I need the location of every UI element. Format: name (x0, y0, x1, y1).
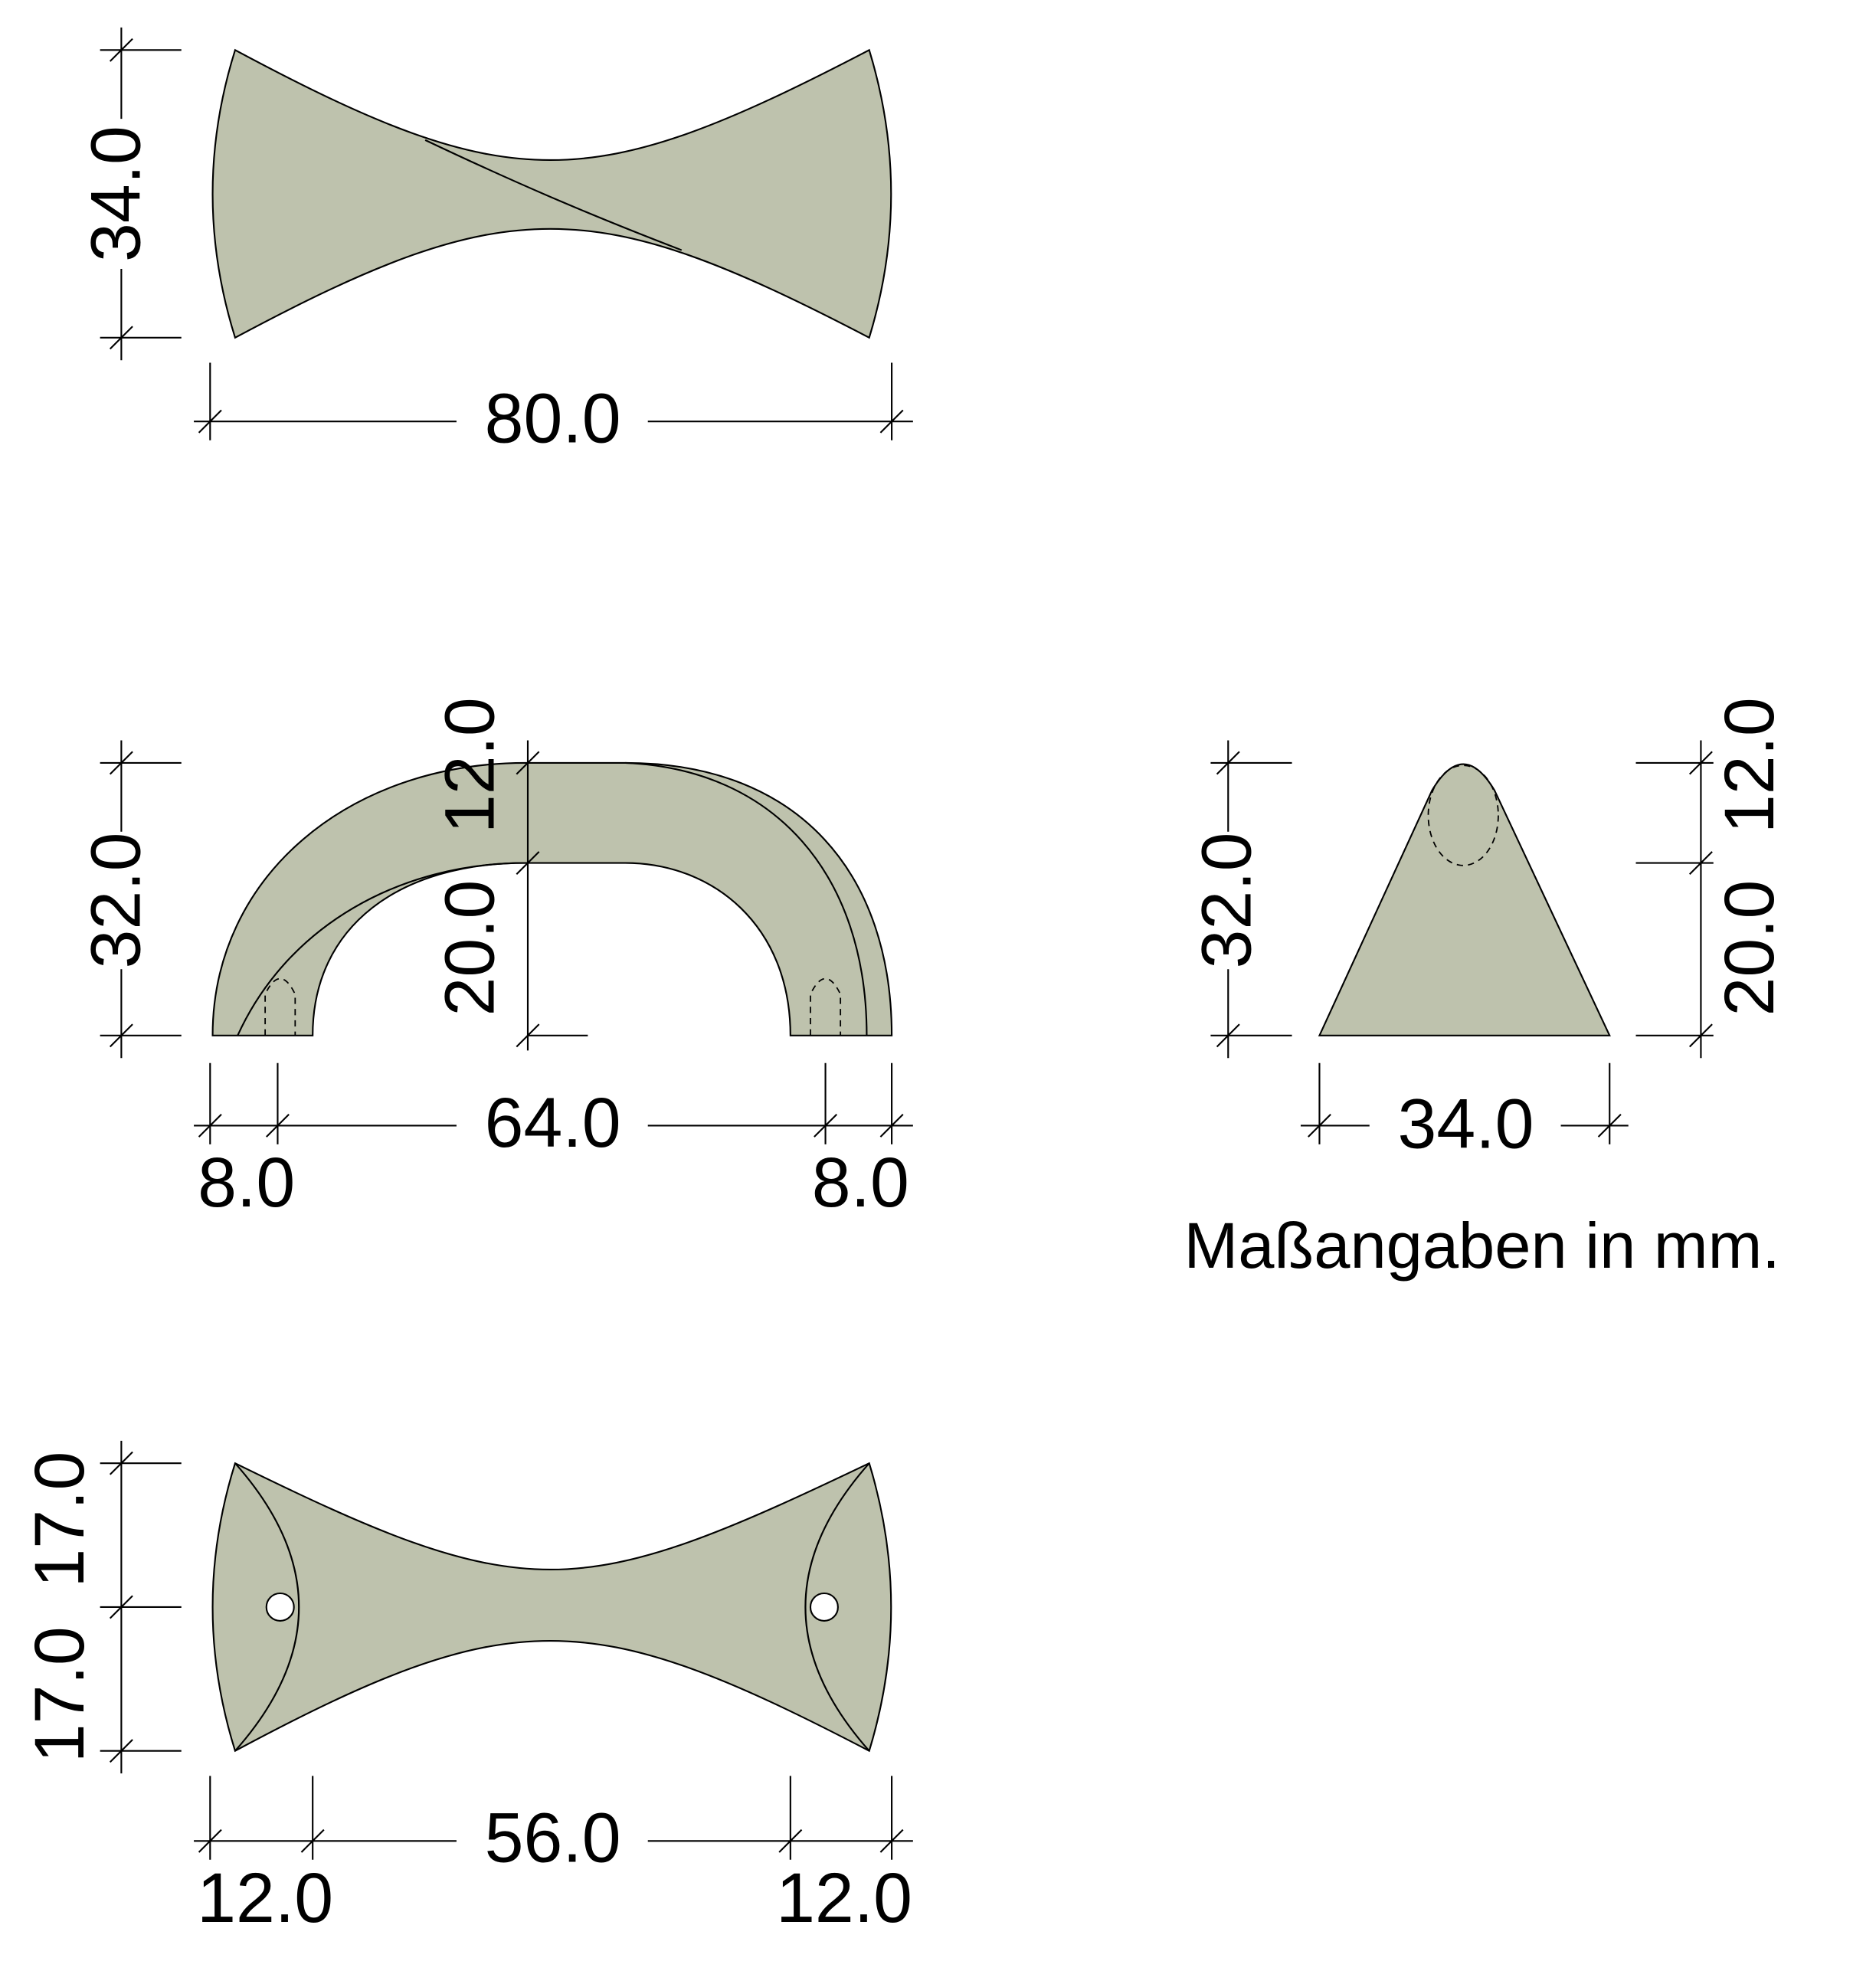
edge-line (424, 139, 683, 251)
part-outline (211, 1462, 892, 1753)
end-view: 32.0 12.0 20.0 34.0 Maßangaben in mm. (1184, 697, 1789, 1282)
note: Maßangaben in mm. (1184, 1209, 1780, 1282)
dim-label: 80.0 (485, 380, 621, 458)
side-view: 32.0 12.0 20.0 64.0 8.0 8.0 (77, 697, 913, 1222)
dim-label: 17.0 (21, 1452, 99, 1588)
dim-label: 64.0 (485, 1084, 621, 1162)
dim-label: 20.0 (1711, 880, 1789, 1017)
dim-label: 32.0 (1187, 833, 1265, 969)
dim-label: 32.0 (77, 833, 156, 969)
edge-line (237, 761, 868, 1036)
dimension-lines (100, 1440, 913, 1860)
hidden-slot (264, 977, 842, 1036)
dim-label: 34.0 (1398, 1085, 1534, 1163)
bottom-view: 17.0 17.0 56.0 12.0 12.0 (21, 1440, 913, 1937)
dim-label: 17.0 (21, 1626, 99, 1763)
dim-label: 56.0 (485, 1799, 621, 1878)
part-outline (211, 48, 892, 339)
hole (809, 1592, 839, 1622)
dim-label: 12.0 (197, 1859, 333, 1937)
hole (265, 1592, 295, 1622)
dim-label: 20.0 (431, 880, 509, 1017)
dim-label: 34.0 (77, 126, 156, 262)
top-view: 34.0 80.0 (77, 27, 913, 458)
dim-label: 8.0 (812, 1144, 909, 1222)
dimension-lines (100, 27, 913, 440)
part-outline (211, 761, 893, 1036)
edge-line (234, 1462, 870, 1752)
dim-label: 12.0 (1711, 697, 1789, 833)
dimension-lines (100, 740, 913, 1144)
part-outline (1318, 763, 1611, 1036)
dim-label: 12.0 (431, 697, 509, 833)
dim-label: 8.0 (198, 1144, 295, 1222)
dim-label: 12.0 (776, 1859, 912, 1937)
dimension-lines (1210, 740, 1714, 1144)
